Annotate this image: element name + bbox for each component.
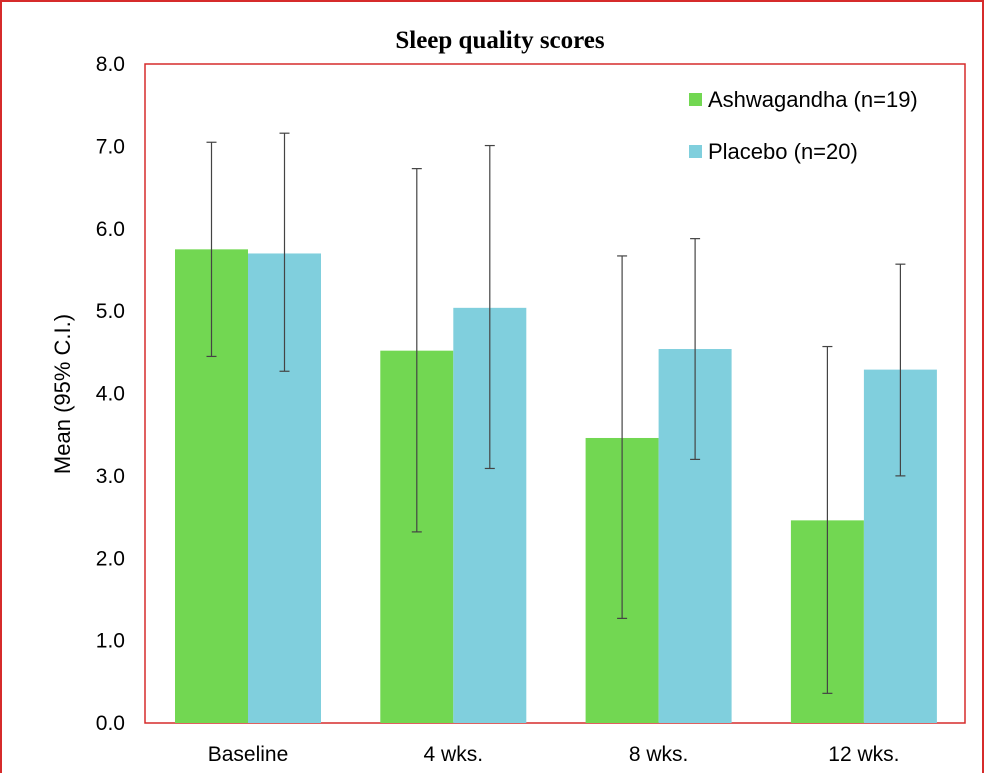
y-tick-label: 5.0 xyxy=(96,300,125,323)
y-tick-label: 3.0 xyxy=(96,465,125,488)
y-axis-title: Mean (95% C.I.) xyxy=(50,314,75,474)
y-tick-label: 4.0 xyxy=(96,383,125,406)
y-tick-label: 1.0 xyxy=(96,630,125,653)
legend-swatch xyxy=(689,93,702,106)
y-axis-ticks: 0.0 1.0 2.0 3.0 4.0 5.0 6.0 7.0 8.0 xyxy=(96,53,125,735)
y-tick-label: 7.0 xyxy=(96,135,125,158)
x-category-label: 8 wks. xyxy=(629,743,689,766)
y-tick-label: 6.0 xyxy=(96,218,125,241)
x-axis-categories: Baseline 4 wks. 8 wks. 12 wks. xyxy=(208,743,900,766)
legend-label: Placebo (n=20) xyxy=(708,139,858,164)
legend-swatch xyxy=(689,145,702,158)
y-tick-label: 8.0 xyxy=(96,53,125,76)
legend: Ashwagandha (n=19) Placebo (n=20) xyxy=(689,87,918,164)
x-category-label: Baseline xyxy=(208,743,289,766)
x-category-label: 4 wks. xyxy=(424,743,484,766)
x-category-label: 12 wks. xyxy=(828,743,899,766)
y-tick-label: 2.0 xyxy=(96,547,125,570)
y-tick-label: 0.0 xyxy=(96,712,125,735)
plot-area-frame xyxy=(144,63,966,724)
bars xyxy=(175,249,937,723)
error-bars xyxy=(206,132,906,694)
chart-title: Sleep quality scores xyxy=(395,27,605,54)
legend-label: Ashwagandha (n=19) xyxy=(708,87,918,112)
